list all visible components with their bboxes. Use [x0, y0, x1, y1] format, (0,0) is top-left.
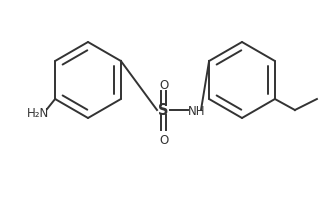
Text: O: O — [159, 79, 168, 92]
Text: O: O — [159, 134, 168, 147]
Text: H₂N: H₂N — [27, 107, 49, 120]
Text: S: S — [158, 103, 169, 118]
Text: NH: NH — [188, 105, 205, 118]
